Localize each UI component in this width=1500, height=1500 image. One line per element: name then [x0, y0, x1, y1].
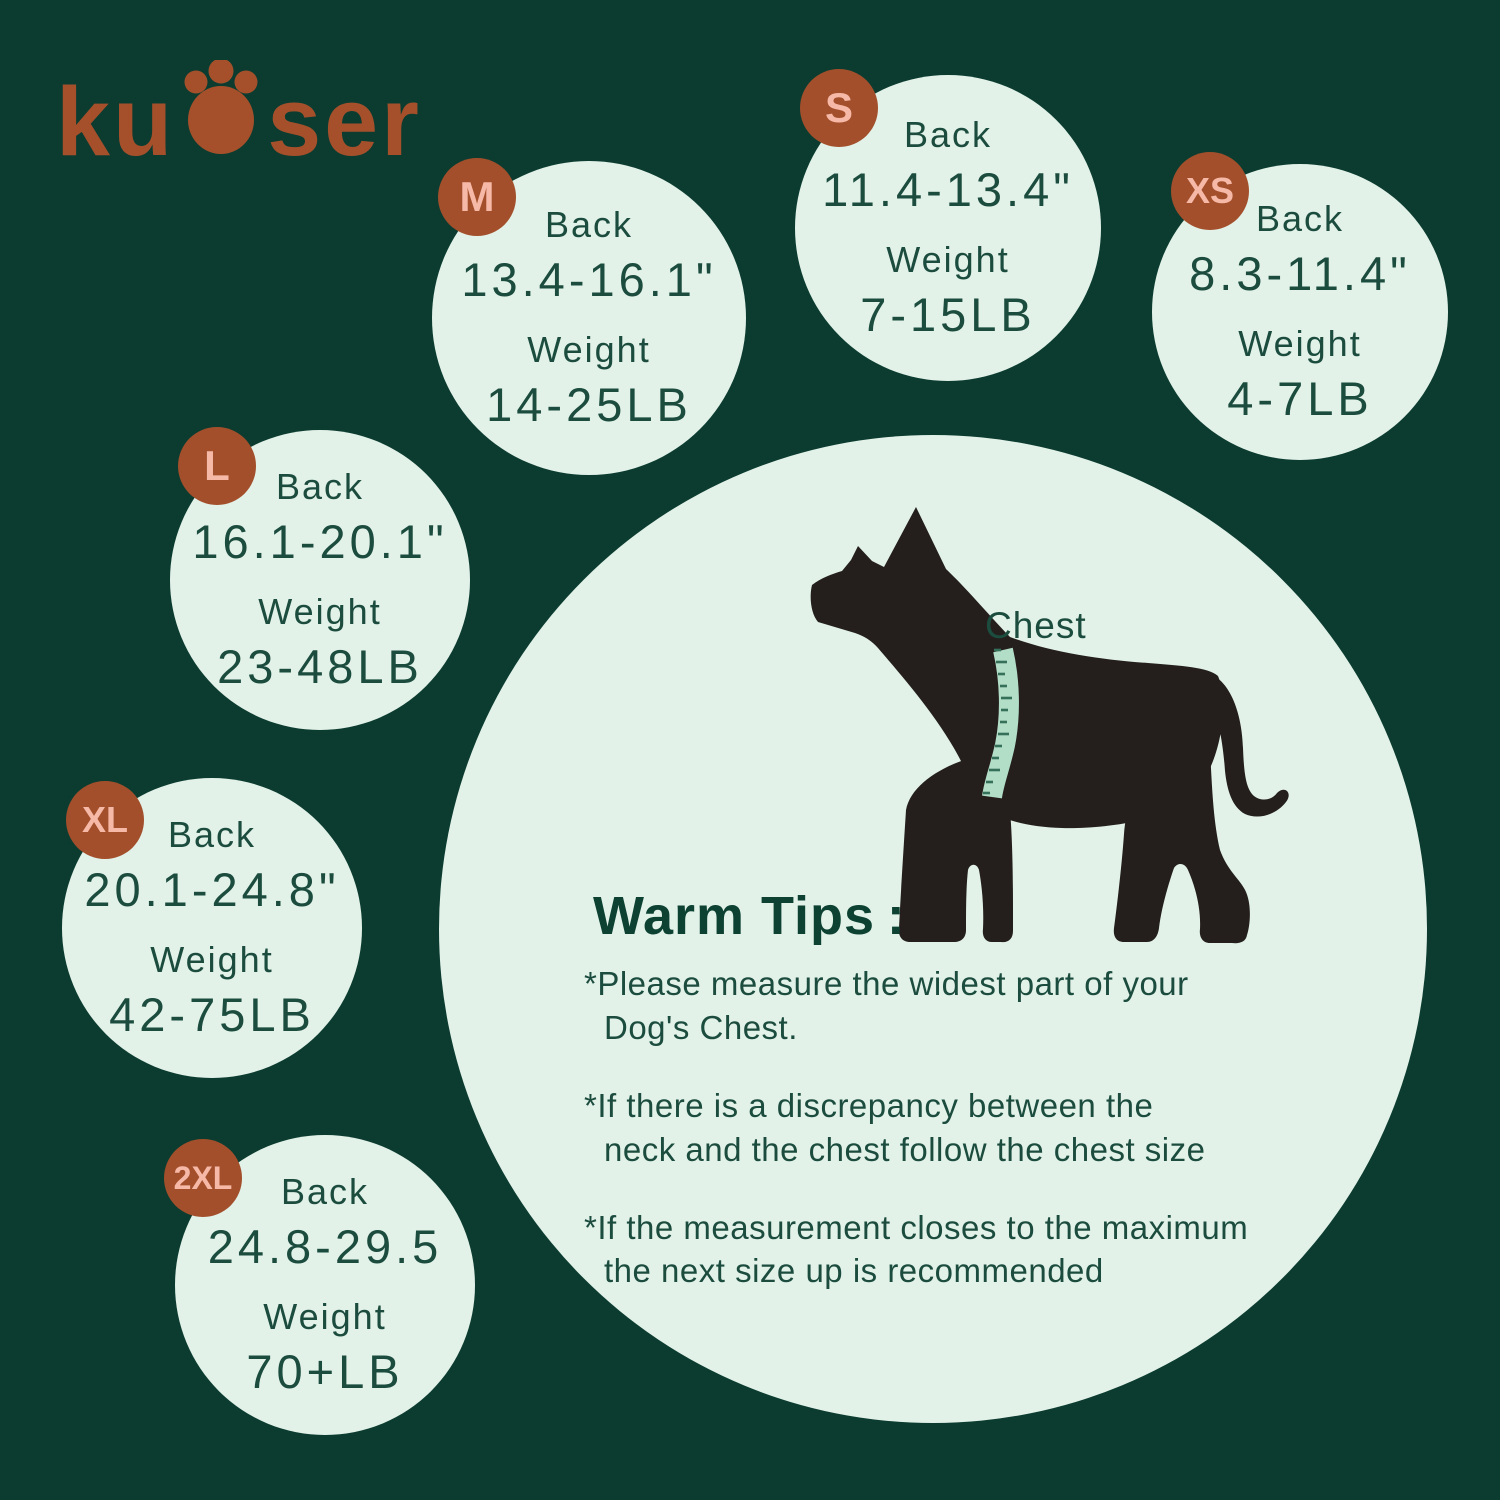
dog-illustration	[780, 490, 1325, 960]
back-value: 16.1-20.1"	[192, 515, 448, 568]
back-label: Back	[275, 466, 365, 507]
weight-label: Weight	[150, 939, 274, 980]
back-label: Back	[280, 1171, 370, 1212]
chest-label: Chest	[985, 605, 1087, 646]
weight-label: Weight	[527, 329, 651, 370]
size-badge-xs: XS	[1171, 152, 1249, 230]
weight-value: 7-15LB	[860, 288, 1036, 341]
back-value: 24.8-29.5	[207, 1220, 443, 1273]
size-badge-2xl: 2XL	[164, 1139, 242, 1217]
weight-label: Weight	[886, 239, 1010, 280]
warm-tip: *Please measure the widest part of your …	[584, 965, 1189, 1046]
logo-text-ku: ku	[56, 67, 176, 176]
weight-value: 42-75LB	[109, 988, 315, 1041]
back-value: 20.1-24.8"	[84, 863, 340, 916]
dog-silhouette-icon	[810, 507, 1289, 944]
brand-logo: ku ser	[56, 60, 422, 170]
back-label: Back	[903, 114, 993, 155]
back-value: 8.3-11.4"	[1189, 247, 1411, 300]
size-badge-l: L	[178, 427, 256, 505]
weight-value: 4-7LB	[1227, 372, 1373, 425]
size-badge-m: M	[438, 158, 516, 236]
size-circle-s: Back 11.4-13.4" Weight 7-15LB	[795, 75, 1101, 381]
weight-value: 70+LB	[246, 1345, 404, 1398]
warm-tips-title: Warm Tips :	[593, 886, 906, 946]
size-badge-xl: XL	[66, 781, 144, 859]
warm-tip: *If the measurement closes to the maximu…	[584, 1208, 1249, 1290]
weight-label: Weight	[263, 1296, 387, 1337]
size-badge-s: S	[800, 69, 878, 147]
weight-label: Weight	[258, 591, 382, 632]
warm-tips-list: *Please measure the widest part of your …	[584, 962, 1364, 1327]
back-label: Back	[1255, 198, 1345, 239]
back-value: 11.4-13.4"	[822, 163, 1074, 216]
weight-value: 23-48LB	[217, 640, 423, 693]
back-label: Back	[167, 814, 257, 855]
measurement-guide-circle: Chest Warm Tips : *Please measure the wi…	[439, 435, 1427, 1423]
size-circle-m: Back 13.4-16.1" Weight 14-25LB	[432, 161, 746, 475]
paw-icon	[184, 60, 258, 154]
back-value: 13.4-16.1"	[461, 253, 717, 306]
weight-value: 14-25LB	[486, 378, 692, 431]
weight-label: Weight	[1238, 323, 1362, 364]
warm-tip: *If there is a discrepancy between the n…	[584, 1086, 1206, 1168]
logo-text-ser: ser	[267, 67, 422, 176]
back-label: Back	[544, 204, 634, 245]
measuring-tape-icon	[982, 647, 1019, 799]
